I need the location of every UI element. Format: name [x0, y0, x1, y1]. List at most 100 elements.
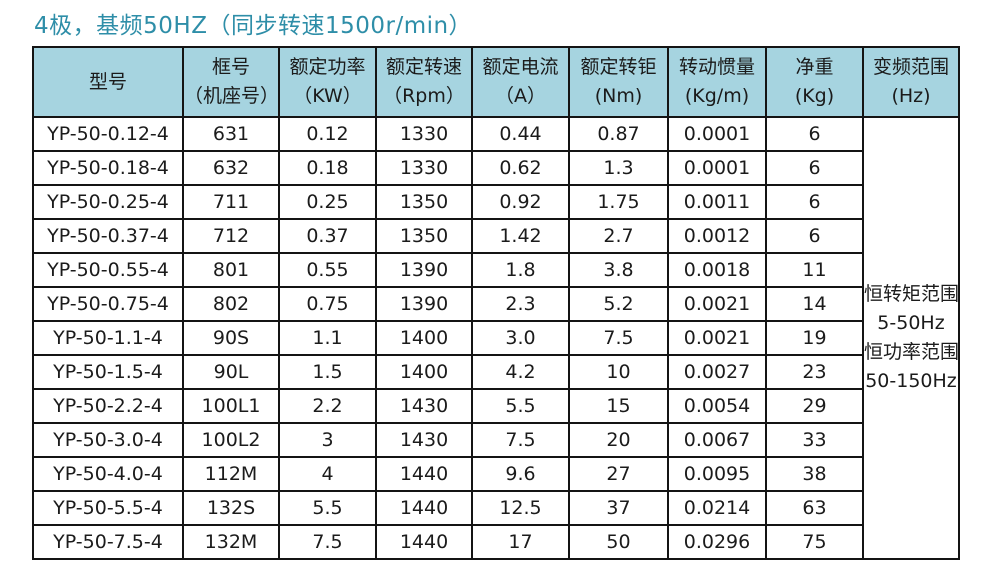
frame-cell: 90S [182, 320, 280, 356]
torque-cell: 20 [568, 422, 669, 458]
current-cell: 17 [471, 524, 570, 560]
torque-cell: 0.87 [568, 116, 669, 152]
weight-cell: 14 [765, 286, 864, 322]
power-cell: 5.5 [278, 490, 377, 526]
motor-spec-table: 型号 框号 （机座号） 额定功率 （KW） 额定转速 （Rpm） 额定电流 （A） 额定… [32, 46, 960, 560]
torque-cell: 27 [568, 456, 669, 492]
header-freq-range: 变频范围 (Hz) [862, 46, 960, 118]
table-row: YP-50-0.25-4 711 0.25 1350 0.92 1.75 0.0… [32, 184, 959, 220]
inertia-cell: 0.0001 [667, 150, 767, 186]
table-row: YP-50-3.0-4 100L2 3 1430 7.5 20 0.0067 3… [32, 422, 959, 458]
inertia-cell: 0.0067 [667, 422, 767, 458]
model-cell: YP-50-2.2-4 [32, 388, 184, 424]
frame-cell: 802 [182, 286, 280, 322]
model-cell: YP-50-7.5-4 [32, 524, 184, 560]
frame-cell: 631 [182, 116, 280, 152]
current-cell: 0.44 [471, 116, 570, 152]
power-cell: 0.18 [278, 150, 377, 186]
weight-cell: 38 [765, 456, 864, 492]
power-cell: 2.2 [278, 388, 377, 424]
frame-cell: 711 [182, 184, 280, 220]
table-row: YP-50-0.75-4 802 0.75 1390 2.3 5.2 0.002… [32, 286, 959, 322]
speed-cell: 1440 [375, 524, 473, 560]
table-row: YP-50-4.0-4 112M 4 1440 9.6 27 0.0095 38 [32, 456, 959, 492]
power-cell: 0.25 [278, 184, 377, 220]
header-inertia: 转动惯量 (Kg/m) [667, 46, 767, 118]
weight-cell: 29 [765, 388, 864, 424]
speed-cell: 1430 [375, 422, 473, 458]
speed-cell: 1350 [375, 218, 473, 254]
speed-cell: 1440 [375, 456, 473, 492]
frame-cell: 132S [182, 490, 280, 526]
power-cell: 0.75 [278, 286, 377, 322]
torque-cell: 2.7 [568, 218, 669, 254]
speed-cell: 1440 [375, 490, 473, 526]
current-cell: 3.0 [471, 320, 570, 356]
inertia-cell: 0.0021 [667, 286, 767, 322]
speed-cell: 1400 [375, 354, 473, 390]
model-cell: YP-50-0.25-4 [32, 184, 184, 220]
weight-cell: 63 [765, 490, 864, 526]
frame-cell: 712 [182, 218, 280, 254]
model-cell: YP-50-0.12-4 [32, 116, 184, 152]
torque-cell: 1.75 [568, 184, 669, 220]
inertia-cell: 0.0054 [667, 388, 767, 424]
frame-cell: 100L1 [182, 388, 280, 424]
weight-cell: 6 [765, 116, 864, 152]
weight-cell: 6 [765, 184, 864, 220]
inertia-cell: 0.0012 [667, 218, 767, 254]
model-cell: YP-50-1.5-4 [32, 354, 184, 390]
power-cell: 4 [278, 456, 377, 492]
model-cell: YP-50-4.0-4 [32, 456, 184, 492]
model-cell: YP-50-0.55-4 [32, 252, 184, 288]
model-cell: YP-50-3.0-4 [32, 422, 184, 458]
speed-cell: 1400 [375, 320, 473, 356]
header-net-weight: 净重 (Kg) [765, 46, 864, 118]
table-row: YP-50-0.12-4 631 0.12 1330 0.44 0.87 0.0… [32, 116, 960, 560]
power-cell: 1.1 [278, 320, 377, 356]
current-cell: 0.62 [471, 150, 570, 186]
inertia-cell: 0.0021 [667, 320, 767, 356]
weight-cell: 23 [765, 354, 864, 390]
inertia-cell: 0.0214 [667, 490, 767, 526]
frame-cell: 90L [182, 354, 280, 390]
inertia-cell: 0.0027 [667, 354, 767, 390]
current-cell: 1.42 [471, 218, 570, 254]
inertia-cell: 0.0011 [667, 184, 767, 220]
frame-cell: 100L2 [182, 422, 280, 458]
torque-cell: 5.2 [568, 286, 669, 322]
power-cell: 0.55 [278, 252, 377, 288]
model-cell: YP-50-1.1-4 [32, 320, 184, 356]
table-row: YP-50-1.5-4 90L 1.5 1400 4.2 10 0.0027 2… [32, 354, 959, 390]
torque-cell: 50 [568, 524, 669, 560]
header-rated-power: 额定功率 （KW） [278, 46, 377, 118]
current-cell: 7.5 [471, 422, 570, 458]
model-cell: YP-50-0.75-4 [32, 286, 184, 322]
frequency-range-cell: 恒转矩范围 5-50Hz 恒功率范围 50-150Hz [862, 116, 960, 560]
current-cell: 4.2 [471, 354, 570, 390]
page-title: 4极，基频50HZ（同步转速1500r/min） [34, 13, 473, 39]
header-rated-torque: 额定转钜 (Nm) [568, 46, 669, 118]
weight-cell: 19 [765, 320, 864, 356]
torque-cell: 7.5 [568, 320, 669, 356]
power-cell: 7.5 [278, 524, 377, 560]
inertia-cell: 0.0018 [667, 252, 767, 288]
power-cell: 0.37 [278, 218, 377, 254]
header-frame: 框号 （机座号） [182, 46, 280, 118]
torque-cell: 10 [568, 354, 669, 390]
speed-cell: 1330 [375, 116, 473, 152]
power-cell: 1.5 [278, 354, 377, 390]
current-cell: 9.6 [471, 456, 570, 492]
current-cell: 2.3 [471, 286, 570, 322]
frame-cell: 632 [182, 150, 280, 186]
table-row: YP-50-7.5-4 132M 7.5 1440 17 50 0.0296 7… [32, 524, 959, 560]
inertia-cell: 0.0095 [667, 456, 767, 492]
weight-cell: 75 [765, 524, 864, 560]
model-cell: YP-50-0.37-4 [32, 218, 184, 254]
model-cell: YP-50-5.5-4 [32, 490, 184, 526]
table-row: YP-50-1.1-4 90S 1.1 1400 3.0 7.5 0.0021 … [32, 320, 959, 356]
current-cell: 12.5 [471, 490, 570, 526]
weight-cell: 33 [765, 422, 864, 458]
speed-cell: 1390 [375, 252, 473, 288]
